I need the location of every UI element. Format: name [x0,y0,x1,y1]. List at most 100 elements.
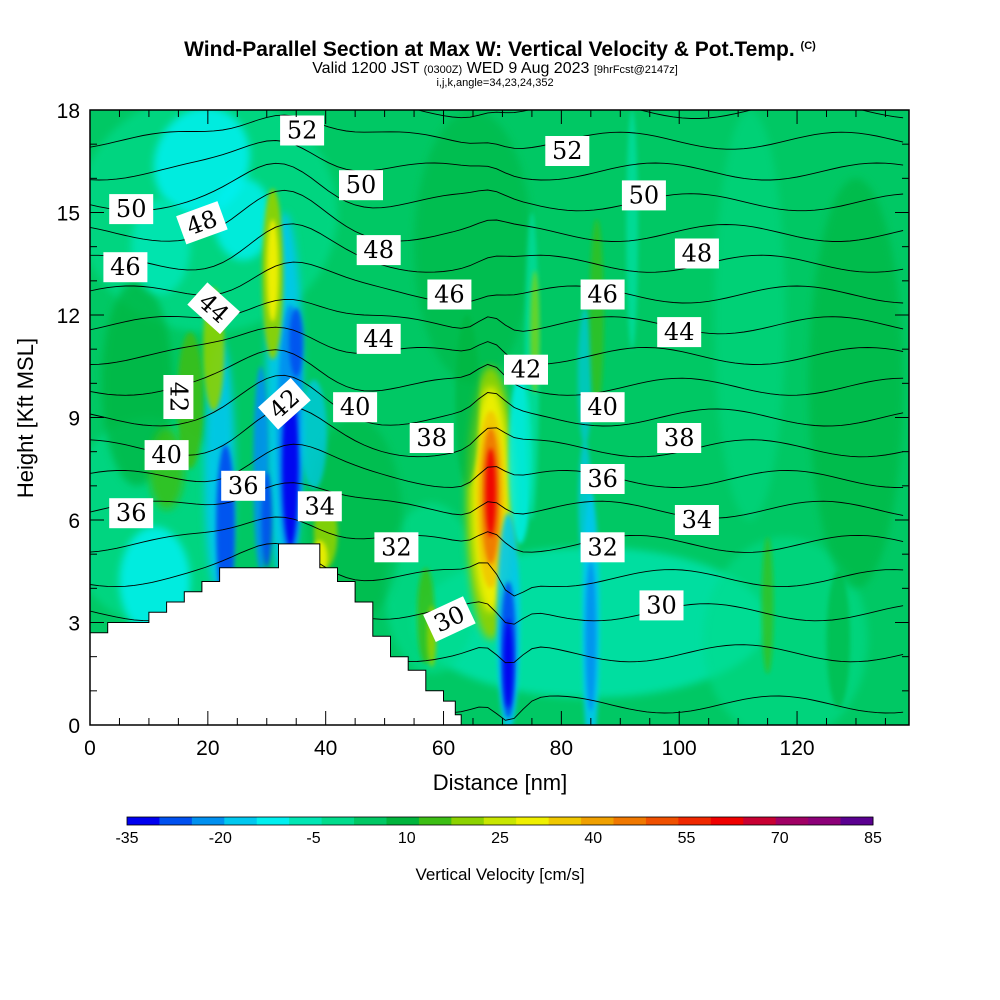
theta-label-text: 42 [164,382,192,413]
y-tick-label: 15 [57,203,80,226]
colorbar-swatch [645,817,679,825]
theta-contour-line [90,140,904,181]
colorbar-tick-label: 55 [678,830,696,847]
theta-label-box [258,377,311,430]
theta-label-box [109,194,154,225]
theta-contour-line [90,482,904,519]
theta-contour-line [90,114,904,150]
theta-label-box [103,252,148,283]
theta-label-text: 44 [664,318,695,346]
theta-label-text: 32 [587,533,618,561]
theta-label-text: 38 [664,424,695,452]
x-tick-label: 40 [314,737,337,760]
theta-label-box [333,392,378,423]
subtitle-valid: Valid 1200 JST [312,60,420,77]
theta-label-box [163,375,194,419]
subtitle-date: WED 9 Aug 2023 [466,60,590,77]
theta-label-44: 44 [356,323,401,354]
colorbar-swatch [451,817,485,825]
theta-label-box [674,505,719,535]
y-tick-label: 3 [68,613,80,636]
colorbar-swatch [159,817,193,825]
y-tick-label: 6 [68,510,80,533]
subtitle-utc: (0300Z) [423,64,463,76]
theta-label-box [297,491,342,522]
colorbar-swatch [710,817,744,825]
colorbar-tick-label: 40 [584,830,602,847]
theta-label-text: 34 [305,492,336,520]
theta-label-text: 48 [363,236,394,264]
colorbar-swatch [775,817,809,825]
theta-label-box [621,180,666,211]
theta-label-48: 48 [176,201,228,245]
theta-label-48: 48 [356,235,401,266]
theta-contour-line [90,162,904,212]
theta-label-box [580,392,625,423]
colorbar-swatch [840,817,874,825]
colorbar-swatch [386,817,420,825]
velocity-shading-5 [808,178,904,589]
theta-label-box [639,590,684,621]
velocity-shading-4 [702,537,868,725]
colorbar-swatch [321,817,355,825]
theta-contour-line [90,349,904,396]
velocity-shading-34 [485,448,497,538]
theta-label-text: 50 [116,195,147,223]
theta-label-text: 36 [228,472,259,500]
theta-label-text: 46 [587,281,618,309]
velocity-shading-51 [455,315,479,486]
theta-label-box [280,115,325,146]
theta-label-34: 34 [674,505,719,535]
copyright-mark: (C) [800,40,816,52]
colorbar-frame [126,816,874,826]
theta-label-34: 34 [297,491,342,522]
velocity-shading-49 [761,537,774,674]
theta-label-text: 30 [646,591,677,619]
colorbar-tick-label: -5 [306,830,320,847]
theta-label-text: 34 [682,506,713,534]
velocity-shading-6 [714,110,786,520]
velocity-shading-45 [626,110,638,350]
theta-label-50: 50 [339,170,383,201]
theta-contour-line [416,110,904,119]
chart-title-block: Wind-Parallel Section at Max W: Vertical… [0,34,1000,90]
theta-label-30: 30 [639,590,684,621]
theta-contour-line [90,223,904,273]
theta-label-box [657,423,702,453]
theta-label-38: 38 [409,423,454,453]
theta-label-text: 50 [346,171,377,199]
colorbar-swatch [743,817,777,825]
velocity-shading-22 [289,308,304,377]
theta-label-40: 40 [144,440,189,471]
theta-label-box [580,464,625,494]
chart-subtitle-indices: i,j,k,angle=34,23,24,352 [436,77,554,89]
y-tick-label: 18 [57,100,80,123]
colorbar-tick-label: 25 [491,830,509,847]
theta-label-box [221,470,266,501]
theta-label-text: 32 [381,533,412,561]
velocity-shading-9 [414,110,532,384]
theta-label-text: 52 [287,117,318,145]
x-axis-label: Distance [nm] [433,770,568,795]
theta-label-text: 46 [434,281,465,309]
theta-label-text: 46 [110,253,141,281]
theta-contour-line [90,516,904,553]
x-tick-label: 80 [550,737,573,760]
theta-label-32: 32 [580,532,625,563]
theta-label-text: 38 [416,424,447,452]
colorbar-swatch [678,817,712,825]
theta-label-52: 52 [280,115,325,146]
colorbar-swatch [581,817,615,825]
velocity-shading-29 [300,379,327,490]
theta-label-40: 40 [333,392,378,423]
theta-label-box [657,317,702,348]
x-tick-label: 0 [84,737,96,760]
colorbar: -35 -20 -5 10 25 40 55 70 85 [115,816,882,847]
theta-label-50: 50 [621,180,666,211]
theta-label-box [423,596,476,642]
x-tick-label: 20 [196,737,219,760]
theta-label-42: 42 [504,354,548,385]
